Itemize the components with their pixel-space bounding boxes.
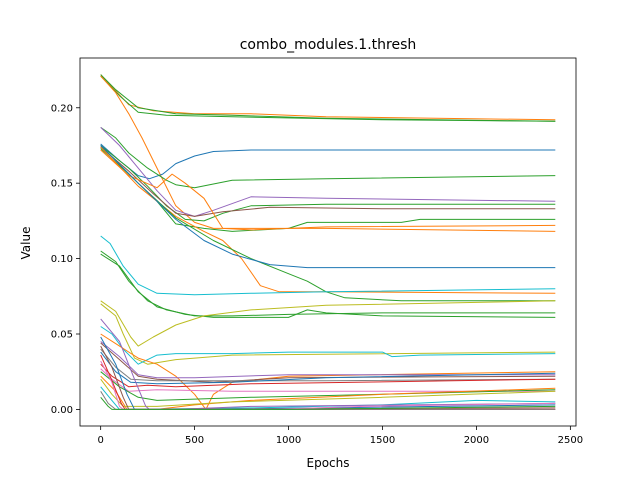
series-line-7: [100, 127, 556, 217]
x-tick-label: 1500: [370, 435, 395, 446]
y-tick-label: 0.15: [51, 179, 73, 190]
series-line-1: [100, 74, 556, 121]
series-line-11: [100, 149, 556, 231]
x-tick-label: 2000: [464, 435, 489, 446]
y-axis-label: Value: [19, 227, 33, 260]
x-axis-label: Epochs: [307, 456, 350, 470]
x-tick-label: 0: [97, 435, 103, 446]
y-tick-label: 0.20: [51, 103, 73, 114]
y-tick-label: 0.10: [51, 254, 73, 265]
series-line-38: [100, 396, 556, 410]
x-tick-label: 2500: [558, 435, 583, 446]
chart-title: combo_modules.1.thresh: [240, 37, 417, 53]
series-line-27: [100, 368, 556, 392]
x-tick-label: 500: [185, 435, 204, 446]
series-line-15: [100, 235, 556, 296]
series-line-3: [100, 75, 556, 122]
series-line-32: [100, 318, 556, 410]
series-line-23: [100, 342, 556, 383]
series-line-24: [100, 348, 556, 382]
series-line-31: [100, 386, 556, 410]
series-line-22: [100, 341, 556, 379]
series-line-14: [100, 145, 556, 269]
series-line-18: [100, 300, 556, 347]
ticks-layer: 0 500 1000 1500 2000 2500 0.00 0.05 0.10 0.15 0.20: [51, 103, 583, 446]
series-line-37: [100, 391, 556, 410]
series-line-26: [100, 363, 556, 388]
series-line-6: [100, 126, 556, 189]
series-line-17: [100, 253, 556, 318]
series-line-25: [100, 351, 556, 385]
series-line-2: [100, 74, 556, 122]
x-tick-label: 1000: [276, 435, 301, 446]
y-tick-label: 0.05: [51, 330, 73, 341]
series-layer: [100, 74, 556, 410]
series-line-30: [100, 378, 556, 407]
series-line-8: [100, 145, 556, 222]
y-tick-label: 0.00: [51, 405, 73, 416]
series-line-13: [100, 145, 556, 302]
series-line-19: [100, 303, 556, 365]
plot-frame: [79, 57, 577, 427]
